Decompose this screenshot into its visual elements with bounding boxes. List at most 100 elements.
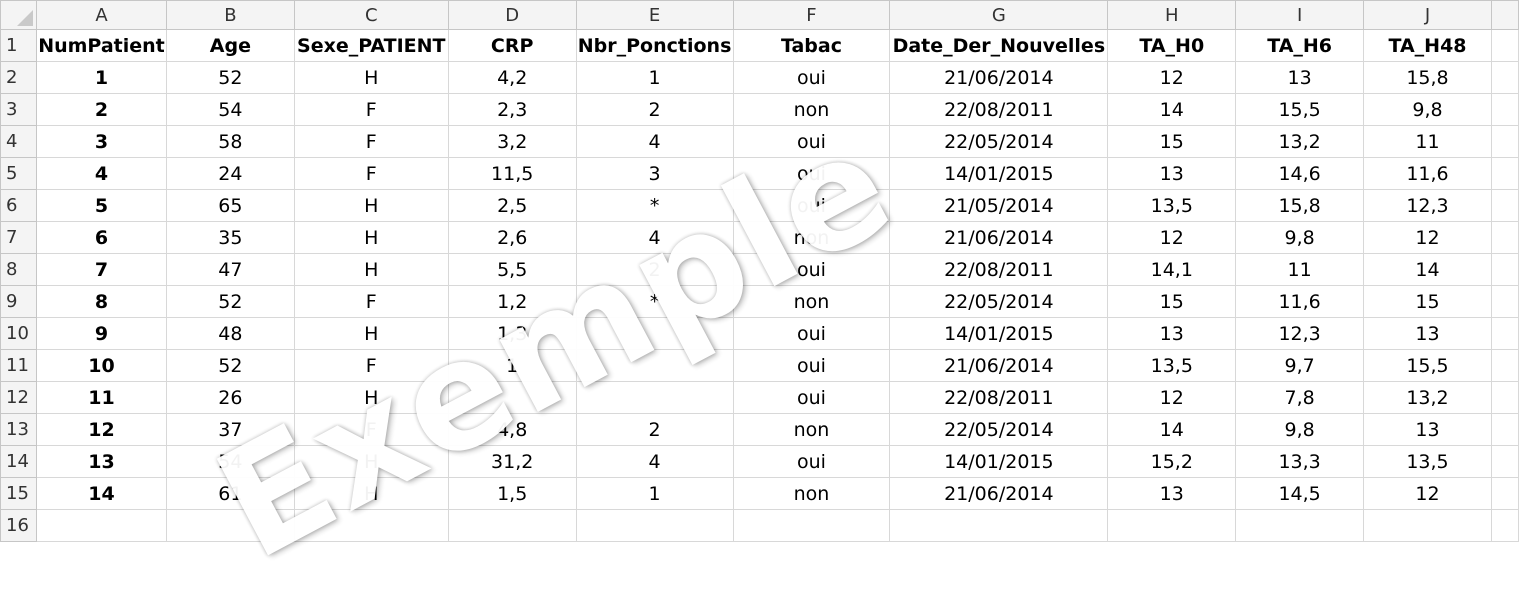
cell-age[interactable]: 61 <box>165 477 295 510</box>
cell-crp[interactable]: 4,2 <box>447 61 577 94</box>
cell-nbr-ponctions[interactable]: 4 <box>575 221 734 254</box>
column-header-e[interactable]: E <box>575 0 734 30</box>
column-header-a[interactable]: A <box>35 0 167 30</box>
cell-ta-h0[interactable]: 13 <box>1107 317 1237 350</box>
row-header[interactable]: 10 <box>0 317 37 350</box>
cell-numpatient[interactable]: 5 <box>35 189 167 222</box>
cell[interactable] <box>447 509 577 542</box>
cell[interactable] <box>732 509 891 542</box>
cell-ta-h0[interactable]: 13,5 <box>1107 189 1237 222</box>
cell-nbr-ponctions[interactable] <box>575 317 734 350</box>
cell[interactable] <box>35 509 167 542</box>
header-cell-ta-h6[interactable]: TA_H6 <box>1235 29 1365 62</box>
cell-age[interactable]: 52 <box>165 285 295 318</box>
cell-crp[interactable]: 1 <box>447 349 577 382</box>
cell-ta-h0[interactable]: 15 <box>1107 285 1237 318</box>
cell-ta-h6[interactable]: 13 <box>1235 61 1365 94</box>
cell-nbr-ponctions[interactable] <box>575 381 734 414</box>
row-header[interactable]: 7 <box>0 221 37 254</box>
column-header-j[interactable]: J <box>1363 0 1492 30</box>
cell-sexe-patient[interactable]: H <box>293 221 449 254</box>
cell-ta-h48[interactable]: 15 <box>1363 285 1492 318</box>
cell-ta-h48[interactable]: 13 <box>1363 317 1492 350</box>
column-header-c[interactable]: C <box>293 0 449 30</box>
cell-numpatient[interactable]: 1 <box>35 61 167 94</box>
cell-nbr-ponctions[interactable]: 3 <box>575 157 734 190</box>
cell-ta-h6[interactable]: 13,2 <box>1235 125 1365 158</box>
cell-ta-h0[interactable]: 15 <box>1107 125 1237 158</box>
header-cell-ta-h0[interactable]: TA_H0 <box>1107 29 1237 62</box>
header-cell-crp[interactable]: CRP <box>447 29 577 62</box>
cell[interactable] <box>1490 285 1519 318</box>
cell[interactable] <box>165 509 295 542</box>
cell-ta-h6[interactable]: 13,3 <box>1235 445 1365 478</box>
column-header-g[interactable]: G <box>889 0 1109 30</box>
cell-nbr-ponctions[interactable] <box>575 349 734 382</box>
cell-age[interactable]: 47 <box>165 253 295 286</box>
cell[interactable] <box>1107 509 1237 542</box>
cell-sexe-patient[interactable]: H <box>293 317 449 350</box>
cell-nbr-ponctions[interactable]: 4 <box>575 125 734 158</box>
row-header[interactable]: 6 <box>0 189 37 222</box>
cell-ta-h6[interactable]: 12,3 <box>1235 317 1365 350</box>
row-header[interactable]: 9 <box>0 285 37 318</box>
cell-date-der-nouvelles[interactable]: 21/06/2014 <box>889 61 1109 94</box>
cell-nbr-ponctions[interactable]: 2 <box>575 413 734 446</box>
cell-ta-h48[interactable]: 13 <box>1363 413 1492 446</box>
cell-crp[interactable]: 3,2 <box>447 125 577 158</box>
cell-ta-h48[interactable]: 12 <box>1363 221 1492 254</box>
cell-ta-h48[interactable]: 9,8 <box>1363 93 1492 126</box>
cell[interactable] <box>293 509 449 542</box>
cell-age[interactable]: 48 <box>165 317 295 350</box>
cell-date-der-nouvelles[interactable]: 22/05/2014 <box>889 413 1109 446</box>
cell[interactable] <box>889 509 1109 542</box>
cell-ta-h0[interactable]: 13 <box>1107 157 1237 190</box>
cell-tabac[interactable]: non <box>732 93 891 126</box>
cell-tabac[interactable]: oui <box>732 61 891 94</box>
cell[interactable] <box>1490 157 1519 190</box>
cell-date-der-nouvelles[interactable]: 21/06/2014 <box>889 221 1109 254</box>
cell-sexe-patient[interactable]: H <box>293 253 449 286</box>
cell-tabac[interactable]: oui <box>732 445 891 478</box>
cell-tabac[interactable]: non <box>732 221 891 254</box>
cell-age[interactable]: 26 <box>165 381 295 414</box>
cell-sexe-patient[interactable]: F <box>293 157 449 190</box>
column-header-f[interactable]: F <box>732 0 891 30</box>
cell-ta-h6[interactable]: 9,8 <box>1235 413 1365 446</box>
cell-tabac[interactable]: oui <box>732 125 891 158</box>
cell[interactable] <box>1490 29 1519 62</box>
cell-date-der-nouvelles[interactable]: 22/08/2011 <box>889 93 1109 126</box>
cell-ta-h48[interactable]: 13,5 <box>1363 445 1492 478</box>
cell-crp[interactable]: 5,5 <box>447 253 577 286</box>
cell-crp[interactable]: 31,2 <box>447 445 577 478</box>
cell-ta-h48[interactable]: 11 <box>1363 125 1492 158</box>
row-header[interactable]: 3 <box>0 93 37 126</box>
cell-ta-h6[interactable]: 9,7 <box>1235 349 1365 382</box>
cell-nbr-ponctions[interactable]: 2 <box>575 253 734 286</box>
row-header[interactable]: 11 <box>0 349 37 382</box>
cell[interactable] <box>1490 349 1519 382</box>
cell-age[interactable]: 58 <box>165 125 295 158</box>
cell-nbr-ponctions[interactable]: 4 <box>575 445 734 478</box>
cell-ta-h48[interactable]: 12,3 <box>1363 189 1492 222</box>
cell-numpatient[interactable]: 6 <box>35 221 167 254</box>
cell[interactable] <box>1490 381 1519 414</box>
cell-crp[interactable]: 2,3 <box>447 93 577 126</box>
cell-crp[interactable] <box>447 381 577 414</box>
cell-date-der-nouvelles[interactable]: 14/01/2015 <box>889 445 1109 478</box>
cell-date-der-nouvelles[interactable]: 21/06/2014 <box>889 477 1109 510</box>
row-header[interactable]: 2 <box>0 61 37 94</box>
cell-age[interactable]: 35 <box>165 221 295 254</box>
column-header-b[interactable]: B <box>165 0 295 30</box>
cell-ta-h6[interactable]: 7,8 <box>1235 381 1365 414</box>
header-cell-nbr-ponctions[interactable]: Nbr_Ponctions <box>575 29 734 62</box>
cell-age[interactable]: 54 <box>165 93 295 126</box>
column-header-d[interactable]: D <box>447 0 577 30</box>
row-header[interactable]: 1 <box>0 29 37 62</box>
row-header[interactable]: 15 <box>0 477 37 510</box>
cell-tabac[interactable]: oui <box>732 157 891 190</box>
row-header[interactable]: 12 <box>0 381 37 414</box>
cell-nbr-ponctions[interactable]: * <box>575 285 734 318</box>
cell-sexe-patient[interactable]: H <box>293 381 449 414</box>
cell-crp[interactable]: 1,3 <box>447 317 577 350</box>
